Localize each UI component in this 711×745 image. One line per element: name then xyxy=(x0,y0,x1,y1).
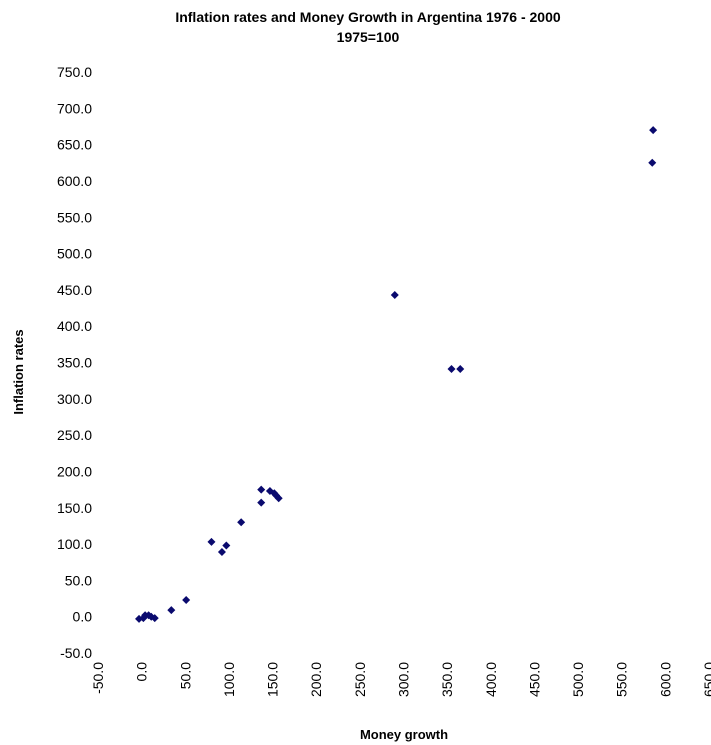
x-tick-label: 550.0 xyxy=(614,662,630,697)
y-tick-label: 750.0 xyxy=(57,64,92,80)
chart-subtitle: 1975=100 xyxy=(337,29,400,45)
y-tick-label: 200.0 xyxy=(57,463,92,479)
y-tick-label: 700.0 xyxy=(57,100,92,116)
data-point xyxy=(217,548,226,557)
x-axis-label: Money growth xyxy=(360,727,448,742)
x-tick-label: 300.0 xyxy=(396,662,412,697)
y-tick-label: 100.0 xyxy=(57,536,92,552)
x-tick-label: 150.0 xyxy=(265,662,281,697)
y-tick-labels: -50.0 0.0 50.0 100.0 150.0 200.0 250.0 300.0 350… xyxy=(57,64,92,661)
x-tick-label: 200.0 xyxy=(308,662,324,697)
y-tick-label: 350.0 xyxy=(57,355,92,371)
x-tick-label: 250.0 xyxy=(352,662,368,697)
y-tick-label: 400.0 xyxy=(57,318,92,334)
y-tick-label: 50.0 xyxy=(65,572,92,588)
data-point xyxy=(456,365,465,374)
data-point xyxy=(207,537,216,546)
x-tick-label: 400.0 xyxy=(483,662,499,697)
x-tick-label: 600.0 xyxy=(657,662,673,697)
data-point xyxy=(182,595,191,604)
y-tick-label: -50.0 xyxy=(60,645,92,661)
data-point xyxy=(222,541,231,550)
y-tick-label: 450.0 xyxy=(57,282,92,298)
y-tick-label: 250.0 xyxy=(57,427,92,443)
data-point xyxy=(390,290,399,299)
x-tick-label: 100.0 xyxy=(221,662,237,697)
x-tick-label: 0.0 xyxy=(134,662,150,682)
y-axis-label: Inflation rates xyxy=(11,329,26,414)
chart-title: Inflation rates and Money Growth in Arge… xyxy=(175,9,561,25)
data-points xyxy=(135,126,658,623)
data-point xyxy=(237,518,246,527)
x-tick-label: -50.0 xyxy=(90,662,106,694)
y-tick-label: 300.0 xyxy=(57,391,92,407)
y-tick-label: 500.0 xyxy=(57,246,92,262)
x-tick-label: 500.0 xyxy=(570,662,586,697)
x-tick-label: 450.0 xyxy=(526,662,542,697)
data-point xyxy=(274,494,283,503)
y-tick-label: 650.0 xyxy=(57,137,92,153)
data-point xyxy=(447,365,456,374)
x-tick-labels: -50.0 0.0 50.0 100.0 150.0 200.0 250.0 300.0 350… xyxy=(90,662,711,697)
x-tick-label: 650.0 xyxy=(701,662,711,697)
y-tick-label: 0.0 xyxy=(73,609,93,625)
data-point xyxy=(648,158,657,167)
data-point xyxy=(257,485,266,494)
data-point xyxy=(257,498,266,507)
y-tick-label: 600.0 xyxy=(57,173,92,189)
data-point xyxy=(167,606,176,615)
data-point xyxy=(649,126,658,135)
data-point xyxy=(150,614,159,623)
x-tick-label: 50.0 xyxy=(177,662,193,689)
y-tick-label: 150.0 xyxy=(57,500,92,516)
y-tick-label: 550.0 xyxy=(57,209,92,225)
x-tick-label: 350.0 xyxy=(439,662,455,697)
